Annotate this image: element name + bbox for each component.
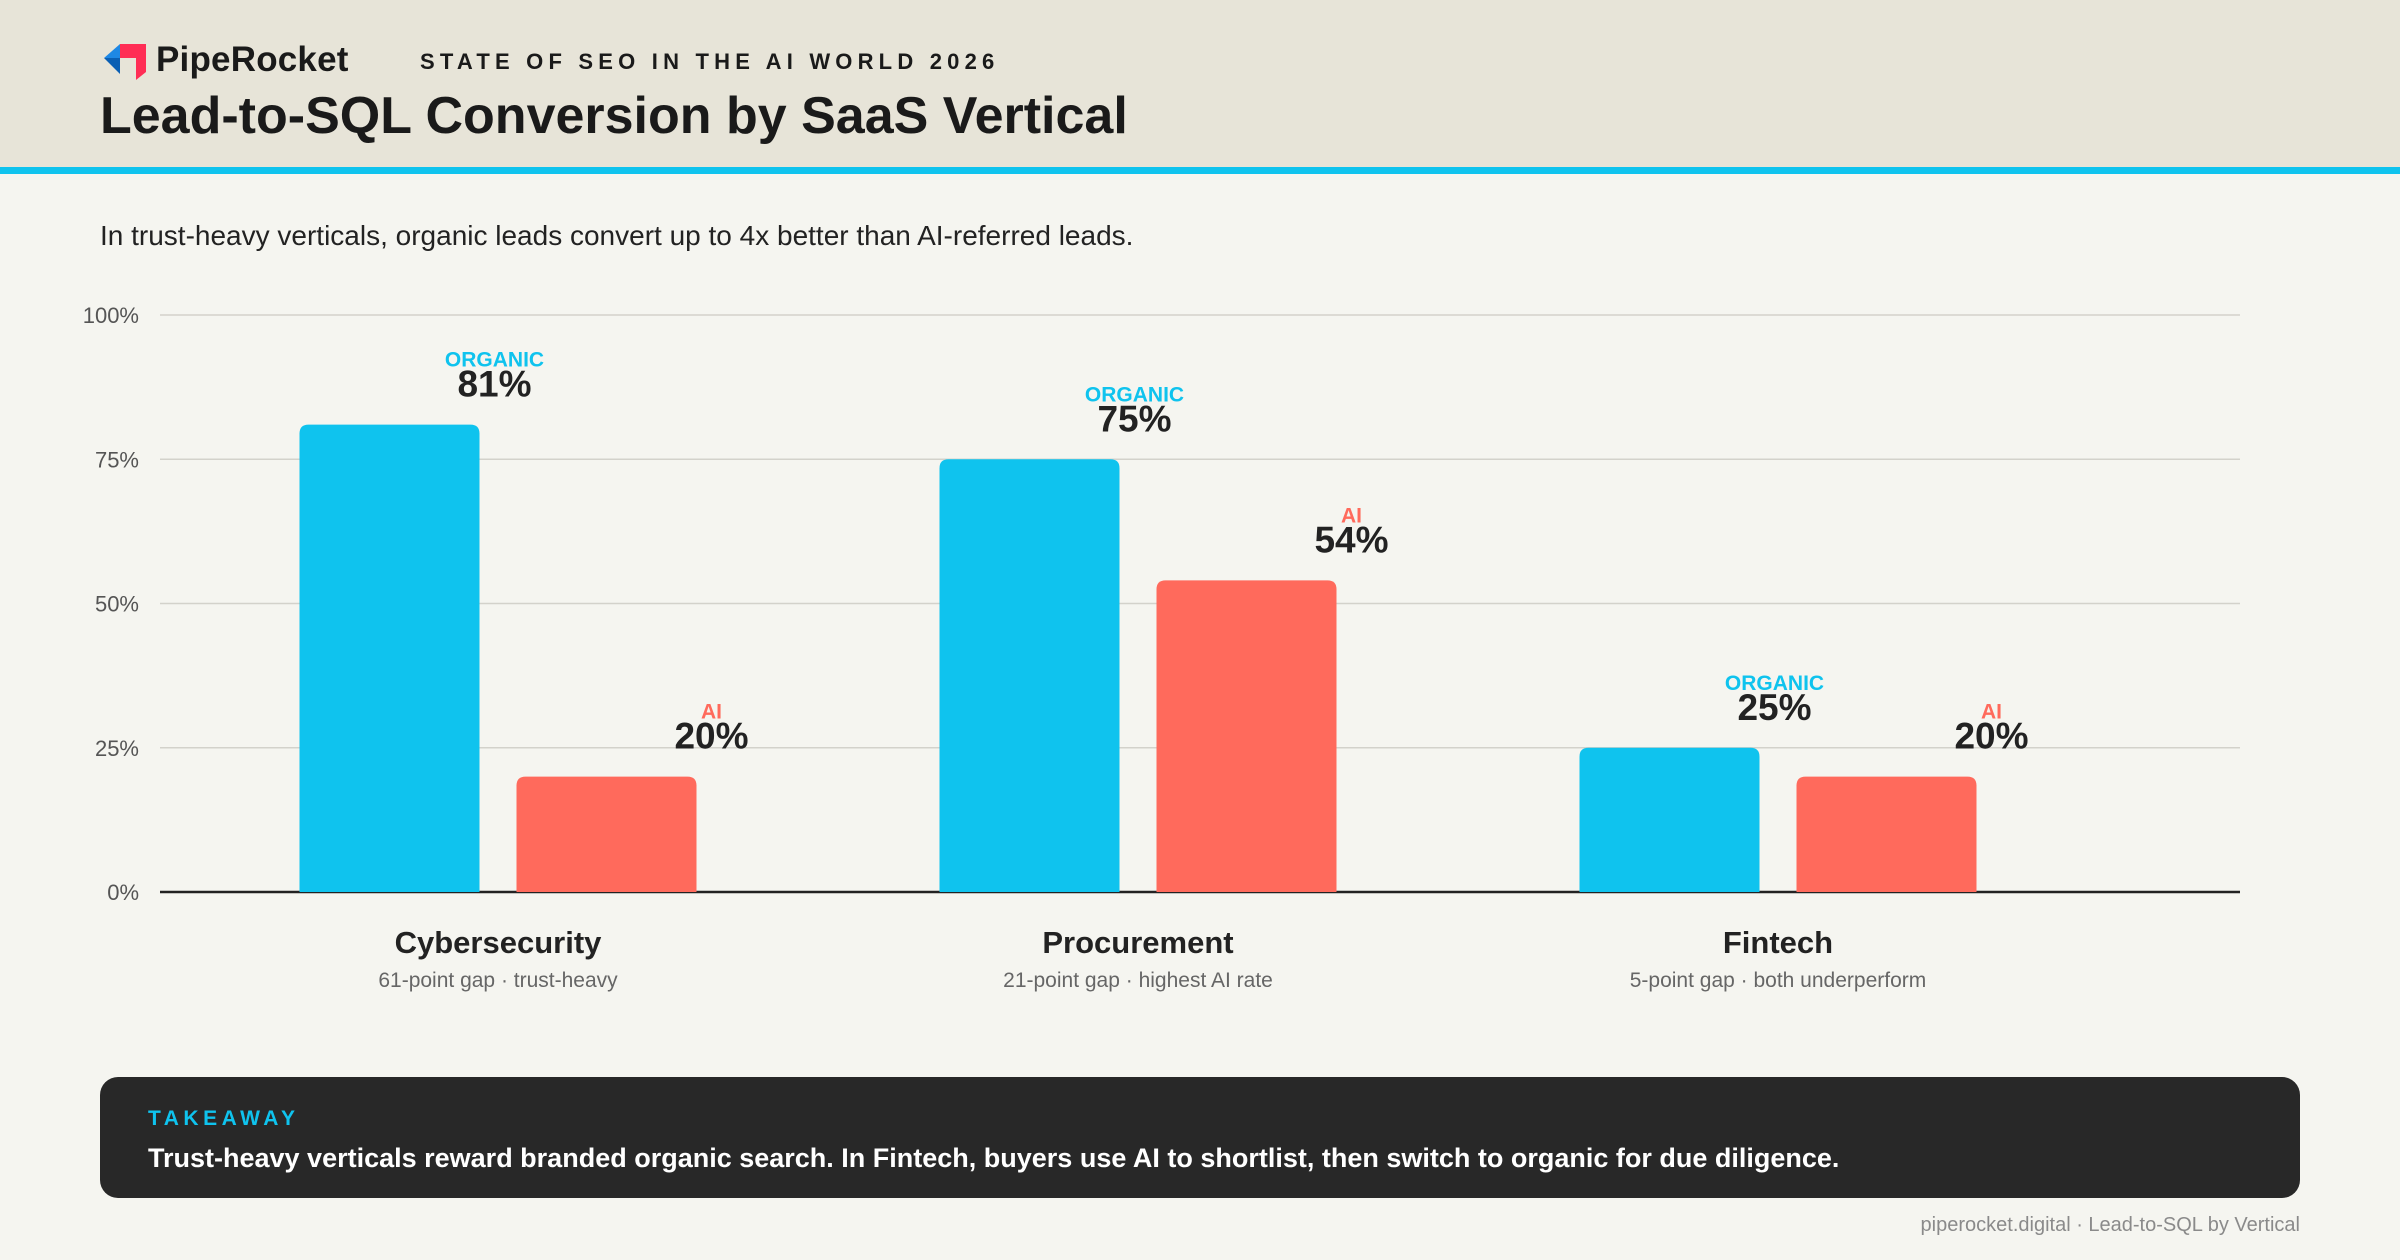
category-note: 21-point gap · highest AI rate: [1003, 969, 1273, 992]
brand-logo: PipeRocket: [100, 40, 349, 80]
footer-credit: piperocket.digital · Lead-to-SQL by Vert…: [1920, 1214, 2300, 1236]
rocket-logo-icon: [104, 44, 146, 80]
page-title: Lead-to-SQL Conversion by SaaS Vertical: [100, 87, 1128, 145]
header-accent-rule: [0, 167, 2400, 174]
category-note: 61-point gap · trust-heavy: [378, 969, 618, 992]
organic-bar: [1579, 747, 1760, 892]
series-label: AI: [1341, 504, 1362, 527]
y-tick-label: 50%: [95, 592, 139, 617]
series-label: ORGANIC: [1085, 383, 1184, 406]
data-label: 20%: [1954, 716, 2028, 757]
takeaway-box: TAKEAWAY Trust-heavy verticals reward br…: [100, 1077, 2300, 1198]
series-label: ORGANIC: [1725, 672, 1824, 695]
takeaway-label: TAKEAWAY: [148, 1107, 300, 1130]
report-name: STATE OF SEO IN THE AI WORLD 2026: [420, 49, 1000, 74]
data-label: 25%: [1737, 687, 1811, 728]
organic-bar: [299, 424, 480, 892]
y-tick-label: 100%: [83, 303, 139, 328]
bar-chart: 0%25%50%75%100%ORGANIC81%AI20%Cybersecur…: [83, 303, 2240, 992]
chart-subtitle: In trust-heavy verticals, organic leads …: [100, 220, 1134, 251]
header: [0, 0, 2400, 167]
category-label: Fintech: [1723, 925, 1833, 960]
takeaway-text: Trust-heavy verticals reward branded org…: [148, 1143, 1840, 1173]
y-tick-label: 0%: [107, 880, 139, 905]
series-label: ORGANIC: [445, 349, 544, 372]
y-tick-label: 25%: [95, 736, 139, 761]
category-label: Procurement: [1042, 925, 1233, 960]
ai-bar: [1156, 580, 1337, 892]
ai-bar: [516, 776, 697, 892]
brand-name: PipeRocket: [156, 40, 349, 79]
data-label: 54%: [1314, 519, 1388, 560]
series-label: AI: [1981, 701, 2002, 724]
y-tick-label: 75%: [95, 447, 139, 472]
data-label: 75%: [1097, 398, 1171, 439]
data-label: 81%: [457, 364, 531, 405]
category-label: Cybersecurity: [395, 925, 603, 960]
series-label: AI: [701, 701, 722, 724]
category-note: 5-point gap · both underperform: [1630, 969, 1927, 992]
data-label: 20%: [674, 716, 748, 757]
ai-bar: [1796, 776, 1977, 892]
organic-bar: [939, 459, 1120, 892]
